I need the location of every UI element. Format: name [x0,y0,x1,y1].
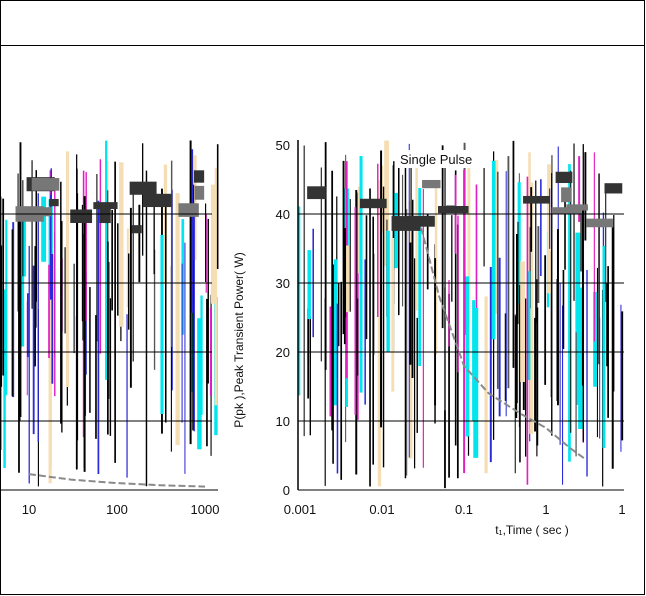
x-tick-label-right: 0.1 [455,502,473,517]
y-tick-label: 20 [276,345,290,360]
y-tick-label: 0 [283,483,290,498]
band-block [422,179,441,189]
band-block [407,215,435,227]
x-tick-label-right: 0.001 [284,502,317,517]
header-row [0,0,645,46]
band-block [561,187,572,203]
band-block [566,204,588,211]
curves [28,227,586,488]
band-block [604,183,623,194]
x-tick-label-left: 100 [106,502,128,517]
band-block [437,205,469,214]
band-block [194,185,205,200]
band-block [307,186,326,200]
title-background [398,150,486,168]
band-block [129,181,157,195]
y-tick-label: 10 [276,414,290,429]
band-block [193,170,205,183]
series-line-left [28,473,206,488]
band-bars [0,140,624,489]
chart-title: Single Pulse [400,152,472,167]
x-tick-label-left: 1000 [191,502,220,517]
band-block [99,207,111,224]
band-block [178,203,199,217]
x-tick-label-left: 10 [22,502,36,517]
y-tick-label: 50 [276,138,290,153]
x-tick-label-right: 1 [618,502,625,517]
band-block [49,198,59,207]
labels: Single Pulse 10 100 1000 0 10 20 30 40 50 0.001 0.0… [22,138,626,537]
x-tick-label-right: 0.01 [369,502,394,517]
band-block [142,193,172,208]
band-block [523,195,550,204]
x-tick-label-right: 1 [542,502,549,517]
series-line-right [420,227,586,460]
band-block [70,209,93,224]
band-block [391,216,421,231]
band-block [93,202,118,210]
band-block [40,207,52,217]
band-block [586,218,613,228]
y-tick-label: 40 [276,207,290,222]
y-axis-label: P(pk ),Peak Transient Power( W) [232,252,246,427]
gridlines [0,140,624,491]
band-block [359,198,387,209]
y-tick-label: 30 [276,276,290,291]
band-block [555,171,573,184]
band-block [131,225,142,234]
x-axis-label: t₁,Time ( sec ) [495,523,569,537]
band-block [31,178,60,191]
